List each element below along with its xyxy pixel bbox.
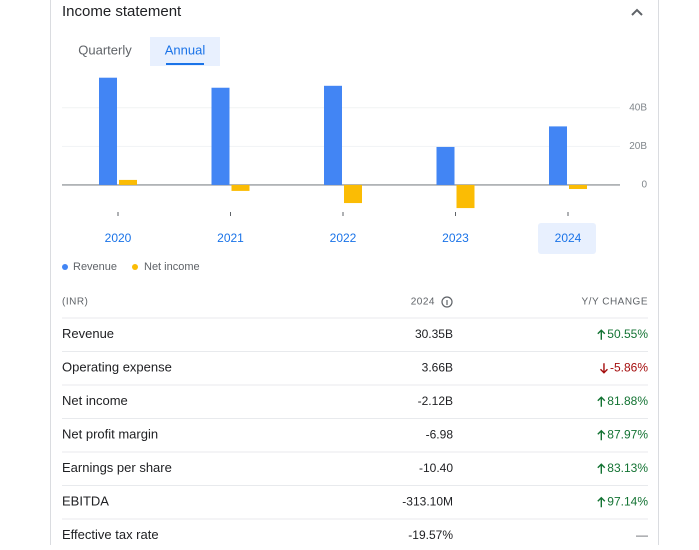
- bar: [456, 184, 475, 209]
- row-change: 83.13%: [607, 461, 648, 475]
- tab-underline: [166, 63, 204, 65]
- card-title: Income statement: [62, 3, 182, 20]
- trend-arrow: [597, 463, 606, 474]
- y-tick-label: 0: [641, 180, 647, 191]
- row-change: 97.14%: [607, 494, 648, 508]
- row-change: 87.97%: [607, 427, 648, 441]
- row-label: Net profit margin: [62, 427, 158, 442]
- trend-arrow: [597, 329, 606, 340]
- x-tick-label: 2020: [105, 231, 132, 245]
- row-label: Revenue: [62, 326, 114, 341]
- y-tick-label: 20B: [629, 141, 647, 152]
- row-label: EBITDA: [62, 494, 109, 509]
- bar: [569, 184, 587, 190]
- legend-label: Net income: [144, 261, 200, 273]
- bar: [211, 87, 230, 185]
- row-change: 81.88%: [607, 394, 648, 408]
- bar: [231, 184, 250, 191]
- column-header: 2024: [411, 297, 435, 308]
- bar: [119, 179, 137, 185]
- trend-arrow: [599, 363, 608, 374]
- trend-arrow: [597, 396, 606, 407]
- row-change: 50.55%: [607, 327, 648, 341]
- bar: [324, 85, 342, 185]
- column-header: Y/Y CHANGE: [582, 297, 649, 308]
- bar: [549, 126, 567, 185]
- legend-label: Revenue: [73, 261, 117, 273]
- row-label: Net income: [62, 393, 128, 408]
- row-value: -2.12B: [418, 394, 453, 408]
- row-value: -313.10M: [402, 494, 453, 508]
- row-change: -5.86%: [610, 360, 648, 374]
- tab[interactable]: Annual: [165, 42, 206, 57]
- row-label: Earnings per share: [62, 460, 172, 475]
- info-icon[interactable]: [441, 296, 453, 308]
- x-tick-label: 2023: [442, 231, 469, 245]
- tab[interactable]: Quarterly: [78, 42, 132, 57]
- row-label: Operating expense: [62, 360, 172, 375]
- row-value: -19.57%: [408, 528, 453, 542]
- bar: [344, 184, 362, 204]
- bar: [99, 77, 117, 185]
- legend-dot: [62, 264, 68, 270]
- bar: [436, 146, 455, 185]
- row-value: 30.35B: [415, 327, 453, 341]
- row-label: Effective tax rate: [62, 527, 159, 542]
- row-value: 3.66B: [422, 360, 453, 374]
- x-tick-label: 2024: [555, 231, 582, 245]
- row-value: -10.40: [419, 461, 453, 475]
- collapse-chevron[interactable]: [631, 8, 643, 16]
- x-tick-label: 2022: [330, 231, 357, 245]
- row-change: —: [636, 528, 648, 542]
- active-tab-bg: [150, 37, 220, 66]
- column-header: (INR): [62, 297, 88, 308]
- legend-dot: [132, 264, 138, 270]
- trend-arrow: [597, 496, 606, 508]
- x-tick-label: 2021: [217, 231, 244, 245]
- selected-year-bg: [538, 223, 596, 254]
- row-value: -6.98: [426, 427, 454, 441]
- trend-arrow: [597, 429, 606, 441]
- y-tick-label: 40B: [629, 102, 647, 113]
